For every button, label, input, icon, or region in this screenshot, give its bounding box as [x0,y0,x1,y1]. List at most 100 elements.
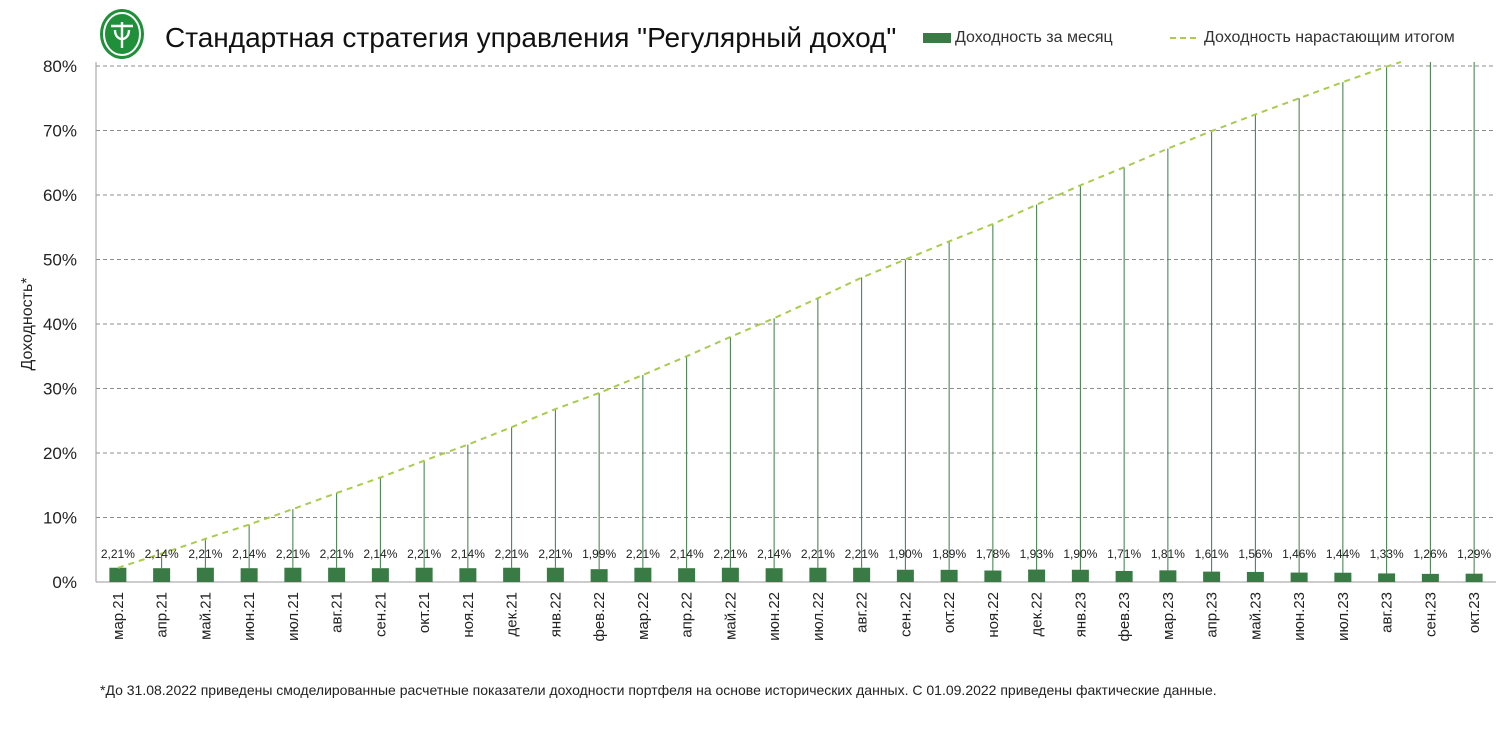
x-tick-label: окт.22 [941,592,958,633]
bar [1028,569,1046,582]
data-label: 1,33% [1370,547,1404,561]
data-label: 2,21% [101,547,135,561]
x-tick-label: фев.23 [1116,592,1133,642]
bar [678,568,696,582]
bar [328,567,346,582]
y-tick-label: 50% [43,251,77,270]
bar [196,567,214,582]
data-label: 2,21% [538,547,572,561]
bar [240,568,258,582]
bar [371,568,389,582]
y-tick-label: 30% [43,380,77,399]
data-label: 2,14% [670,547,704,561]
data-label: 2,14% [232,547,266,561]
x-tick-label: июл.21 [285,592,302,641]
x-tick-label: мар.22 [635,592,652,640]
data-label: 1,99% [582,547,616,561]
data-label: 2,21% [276,547,310,561]
x-tick-label: дек.22 [1029,592,1046,637]
x-tick-label: апр.23 [1204,592,1221,638]
data-label: 1,90% [888,547,922,561]
legend-swatch-line [1170,36,1196,39]
bar [1203,571,1221,582]
x-tick-label: июн.23 [1291,592,1308,641]
y-tick-label: 80% [43,57,77,76]
x-tick-label: ноя.22 [985,592,1002,638]
bar [853,567,871,582]
bar [1334,572,1352,582]
y-tick-label: 70% [43,122,77,141]
data-label: 1,90% [1063,547,1097,561]
data-label: 1,56% [1238,547,1272,561]
x-tick-label: май.22 [722,592,739,640]
legend-label-cumulative: Доходность нарастающим итогом [1204,29,1455,46]
x-tick-label: ноя.21 [460,592,477,638]
x-tick-label: мар.21 [110,592,127,640]
x-tick-label: авг.23 [1379,592,1396,633]
cumulative-stems [117,62,1475,574]
bar [459,568,477,582]
bar [1290,572,1308,582]
data-label: 1,78% [976,547,1010,561]
x-tick-label: июл.22 [810,592,827,641]
data-label: 1,44% [1326,547,1360,561]
data-label: 2,21% [407,547,441,561]
data-label: 2,14% [145,547,179,561]
x-tick-label: мар.23 [1160,592,1177,640]
x-tick-label: июн.22 [766,592,783,641]
data-label: 2,14% [363,547,397,561]
x-tick-label: дек.21 [504,592,521,637]
bar [634,567,652,582]
data-label: 1,71% [1107,547,1141,561]
bar [503,567,521,582]
x-tick-label: июл.23 [1335,592,1352,641]
x-tick-label: авг.22 [854,592,871,633]
bar [546,567,564,582]
x-tick-label: сен.21 [372,592,389,637]
y-axis-ticks: 0% 10% 20% 30% 40% 50% 60% 70% 80% [43,57,77,592]
legend-swatch-bar [923,32,951,43]
x-axis-ticks: мар.21 апр.21 май.21 июн.21 июл.21 авг.21 сен.… [110,592,1483,642]
bar [896,569,914,582]
y-tick-label: 0% [52,573,77,592]
bar [721,567,739,582]
y-axis-label: Доходность* [19,277,36,370]
bar [415,567,433,582]
data-label: 2,21% [495,547,529,561]
x-tick-label: апр.22 [679,592,696,638]
x-tick-label: окт.21 [416,592,433,633]
data-label: 2,14% [757,547,791,561]
x-tick-label: май.21 [197,592,214,640]
y-tick-label: 20% [43,444,77,463]
data-label: 2,21% [320,547,354,561]
data-labels: 2,21% 2,14% 2,21% 2,14% 2,21% 2,21% 2,14% 2,21%… [101,547,1492,561]
bar [765,568,783,582]
bar [109,567,127,582]
data-label: 1,61% [1195,547,1229,561]
data-label: 1,89% [932,547,966,561]
legend-item-cumulative: Доходность нарастающим итогом [1170,29,1455,47]
bar [809,567,827,582]
data-label: 1,46% [1282,547,1316,561]
y-tick-label: 40% [43,315,77,334]
chart: 2,21% 2,14% 2,21% 2,14% 2,21% 2,21% 2,14% 2,21%… [19,57,1496,642]
cumulative-line-path [117,61,1402,569]
data-label: 2,21% [626,547,660,561]
bar [1246,571,1264,582]
bar [1465,573,1483,582]
legend-item-monthly: Доходность за месяц [923,29,1113,47]
x-tick-label: окт.23 [1466,592,1483,633]
bar [284,567,302,582]
data-label: 1,26% [1413,547,1447,561]
bar [1159,570,1177,582]
data-label: 2,21% [801,547,835,561]
data-label: 2,21% [188,547,222,561]
x-tick-label: апр.21 [154,592,171,638]
x-tick-label: сен.23 [1422,592,1439,637]
page-title: Стандартная стратегия управления "Регуля… [165,22,897,53]
y-tick-label: 10% [43,509,77,528]
bar [1421,573,1439,582]
legend-label-monthly: Доходность за месяц [955,29,1113,46]
data-label: 2,21% [845,547,879,561]
x-tick-label: июн.21 [241,592,258,641]
